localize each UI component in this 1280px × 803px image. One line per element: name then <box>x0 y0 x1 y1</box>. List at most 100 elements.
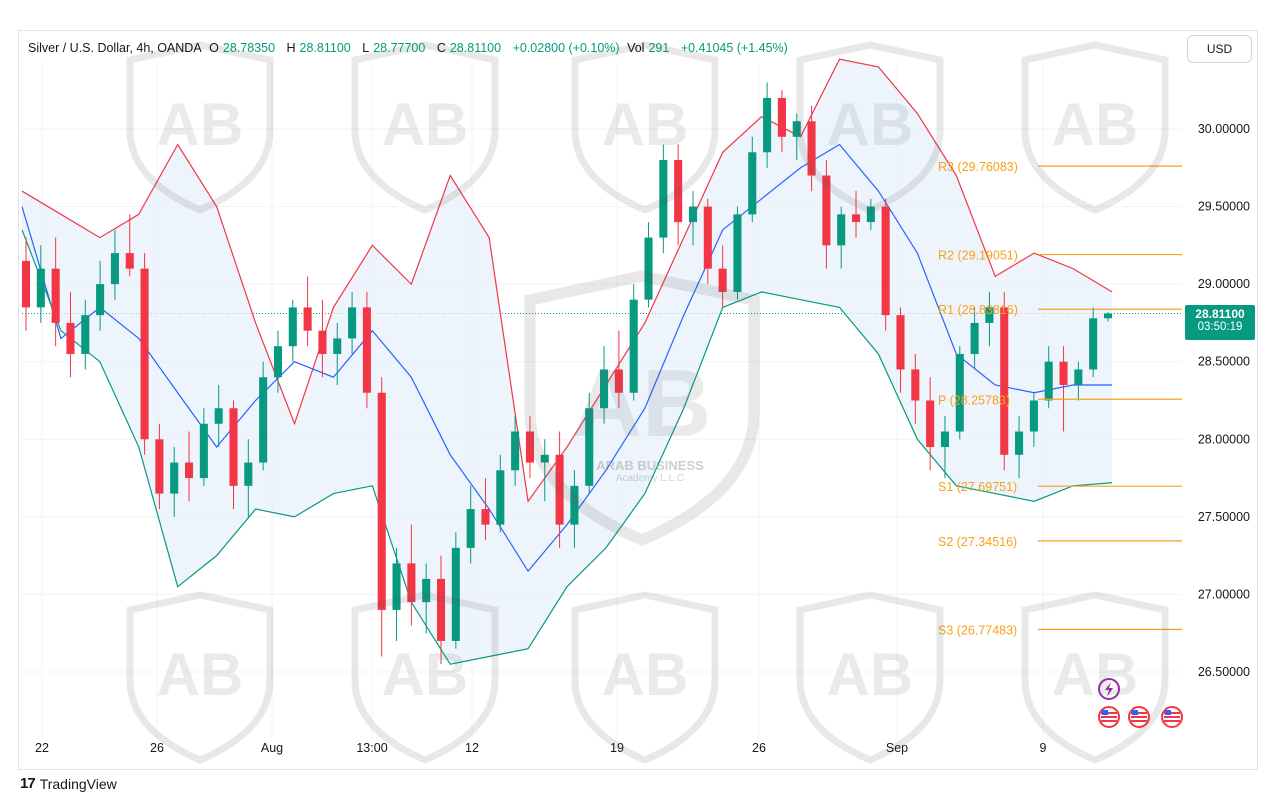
candle-body <box>1103 313 1113 319</box>
x-tick-label: 12 <box>465 741 479 755</box>
candle-body <box>629 299 638 393</box>
candle-body <box>614 369 623 393</box>
candle-body <box>555 454 564 525</box>
symbol-title[interactable]: Silver / U.S. Dollar, 4h, OANDA <box>28 41 202 55</box>
pivot-label: R3 (29.76083) <box>938 160 1018 174</box>
candle-body <box>763 97 772 153</box>
candle-body <box>1044 361 1053 401</box>
candle-body <box>792 121 801 137</box>
candle-body <box>1074 369 1083 385</box>
candle-body <box>807 121 816 176</box>
candle-body <box>1059 361 1068 385</box>
candle-body <box>451 547 460 641</box>
chart-frame[interactable] <box>18 30 1258 770</box>
candle-body <box>377 392 386 610</box>
candle-body <box>436 578 446 641</box>
candle-body <box>1029 400 1038 432</box>
y-tick-label: 27.50000 <box>1198 510 1250 524</box>
open-value: 28.78350 <box>222 41 276 55</box>
candle-body <box>199 423 208 479</box>
candle-body <box>748 152 757 215</box>
candle-body <box>273 346 283 378</box>
y-tick-label: 29.50000 <box>1198 200 1250 214</box>
candle-body <box>481 509 490 525</box>
candle-body <box>570 485 579 525</box>
y-tick-label: 29.00000 <box>1198 277 1250 291</box>
y-tick-label: 28.50000 <box>1198 355 1250 369</box>
pivot-label: R2 (29.19051) <box>938 249 1018 263</box>
candle-body <box>703 206 712 269</box>
candle-body <box>659 160 668 238</box>
candle-body <box>970 322 979 354</box>
candle-body <box>244 462 253 486</box>
current-price-tag: 28.81100 03:50:19 <box>1185 305 1255 340</box>
volume-value: 291 <box>648 41 670 55</box>
y-tick-label: 28.00000 <box>1198 432 1250 446</box>
candle-body <box>333 338 342 354</box>
candle-body <box>896 315 905 370</box>
pivot-label: R1 (28.83816) <box>938 303 1018 317</box>
candle-body <box>511 431 520 471</box>
change-value: +0.02800 (+0.10%) <box>512 41 620 55</box>
candle-body <box>1015 431 1024 455</box>
bar-countdown: 03:50:19 <box>1197 321 1243 333</box>
us-flag-icon <box>1161 706 1183 728</box>
y-tick-label: 30.00000 <box>1198 122 1250 136</box>
candle-body <box>837 214 846 246</box>
candle-body <box>777 97 786 137</box>
candle-body <box>585 408 594 486</box>
brand-name: TradingView <box>39 775 117 792</box>
candle-body <box>96 284 105 316</box>
candle-body <box>496 470 505 525</box>
x-tick-label: 13:00 <box>356 741 387 755</box>
pivot-label: S1 (27.69751) <box>938 480 1017 494</box>
candle-body <box>674 160 683 223</box>
candle-body <box>155 439 164 494</box>
candle-body <box>125 253 134 269</box>
candle-body <box>985 307 994 323</box>
candle-body <box>881 206 890 316</box>
candle-body <box>644 237 653 300</box>
candle-body <box>348 307 357 339</box>
x-tick-label: 26 <box>752 741 766 755</box>
candle-body <box>110 253 119 285</box>
candle-body <box>1089 318 1098 370</box>
volume-change: +0.41045 (+1.45%) <box>680 41 788 55</box>
x-tick-label: 9 <box>1040 741 1047 755</box>
candle-body <box>718 268 727 292</box>
currency-button[interactable]: USD <box>1187 35 1252 63</box>
pivot-label: S2 (27.34516) <box>938 535 1017 549</box>
candle-body <box>81 315 90 354</box>
candle-body <box>733 214 742 292</box>
candle-body <box>51 268 60 323</box>
candle-body <box>955 353 964 432</box>
candle-body <box>926 400 935 448</box>
x-tick-label: 22 <box>35 741 49 755</box>
close-value: 28.81100 <box>449 41 502 55</box>
event-icons[interactable] <box>1098 678 1183 728</box>
tradingview-brand[interactable]: 17 TradingView <box>20 775 117 792</box>
low-value: 28.77700 <box>373 41 426 55</box>
x-tick-label: Sep <box>886 741 908 755</box>
tradingview-logo-icon: 17 <box>20 775 36 792</box>
candle-body <box>525 431 534 463</box>
candle-body <box>466 509 475 548</box>
candle-body <box>688 206 698 223</box>
candle-body <box>362 307 371 393</box>
candle-body <box>214 408 223 424</box>
candle-body <box>318 330 327 354</box>
candle-body <box>140 268 149 440</box>
y-tick-label: 26.50000 <box>1198 665 1250 679</box>
high-value: 28.81100 <box>299 41 351 55</box>
x-tick-label: 26 <box>150 741 164 755</box>
candle-body <box>303 307 312 331</box>
x-tick-label: 19 <box>610 741 624 755</box>
candle-body <box>600 369 609 409</box>
x-tick-label: Aug <box>261 741 283 755</box>
candle-body <box>940 431 949 448</box>
candle-body <box>392 563 401 610</box>
candle-body <box>229 408 238 486</box>
candle-body <box>1000 307 1009 455</box>
ohlc-legend: Silver / U.S. Dollar, 4h, OANDA O 28.7835… <box>28 41 788 55</box>
